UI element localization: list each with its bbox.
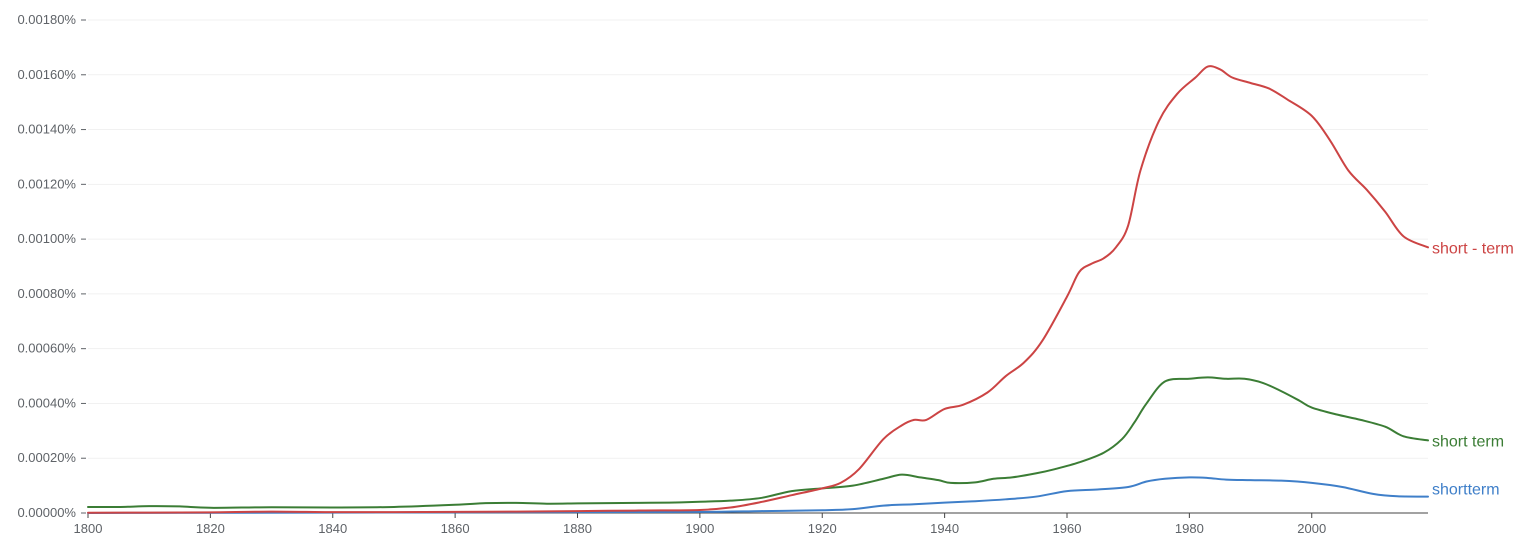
series-line-shortterm <box>87 476 1429 514</box>
grid-layer <box>88 19 1428 459</box>
series-line-short-term <box>87 65 1429 514</box>
series-layer <box>87 65 1429 514</box>
x-tick-label: 2000 <box>1297 521 1326 536</box>
y-tick-label: 0.00040% <box>17 395 76 410</box>
x-tick-label: 1900 <box>685 521 714 536</box>
axis-layer: 0.00000% 0.00020% 0.00040% 0.00060% 0.00080%… <box>17 12 1428 536</box>
y-tick-label: 0.00180% <box>17 12 76 27</box>
y-tick-label: 0.00120% <box>17 176 76 191</box>
y-tick-label: 0.00160% <box>17 67 76 82</box>
y-tick-label: 0.00020% <box>17 450 76 465</box>
x-tick-label: 1940 <box>930 521 959 536</box>
y-tick-label: 0.00080% <box>17 286 76 301</box>
series-label-shortterm: shortterm <box>1432 482 1500 499</box>
series-line-short-term <box>87 376 1429 509</box>
y-tick-label: 0.00100% <box>17 231 76 246</box>
series-label-layer: short - term short term shortterm <box>1432 240 1514 498</box>
x-tick-label: 1880 <box>563 521 592 536</box>
x-tick-label: 1820 <box>196 521 225 536</box>
x-tick-label: 1860 <box>441 521 470 536</box>
y-tick-label: 0.00060% <box>17 341 76 356</box>
x-tick-label: 1980 <box>1175 521 1204 536</box>
y-tick-label: 0.00000% <box>17 505 76 520</box>
x-tick-label: 1800 <box>74 521 103 536</box>
x-tick-label: 1920 <box>808 521 837 536</box>
x-tick-label: 1960 <box>1053 521 1082 536</box>
series-label-short-term: short - term <box>1432 240 1514 257</box>
x-tick-label: 1840 <box>318 521 347 536</box>
y-tick-label: 0.00140% <box>17 122 76 137</box>
series-label-short-term: short term <box>1432 433 1504 450</box>
